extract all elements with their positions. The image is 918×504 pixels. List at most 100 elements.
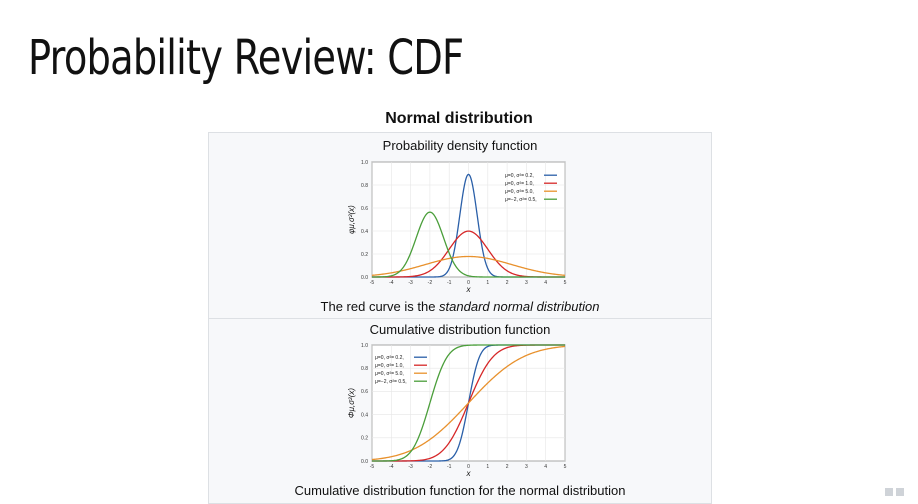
series-line-2 (371, 345, 566, 461)
cdf-chart: -5 -4 -3 -2 -1 0 1 2 3 4 5 0.0 0.2 0.4 0.6 0.8 1.0 x Φμ,σ²… (347, 343, 567, 478)
data-point (468, 256, 469, 257)
legend: μ=0, σ²= 0.2, μ=0, σ²= 1.0, μ=0, σ²= 5.0, μ… (505, 173, 557, 203)
x-tick-label: 1 (486, 280, 489, 286)
legend-label: μ=0, σ²= 1.0, (505, 181, 534, 187)
x-tick-label: 5 (564, 280, 567, 286)
x-tick-label: -3 (408, 280, 413, 286)
data-point (391, 460, 392, 461)
data-point (453, 251, 454, 252)
x-tick-label: 4 (544, 464, 547, 470)
data-point (429, 402, 430, 403)
data-point (449, 268, 450, 269)
x-tick-label: -2 (428, 464, 433, 470)
legend-label: μ=0, σ²= 1.0, (375, 363, 404, 369)
data-point (463, 191, 464, 192)
x-tick-label: 4 (544, 280, 547, 286)
data-point (487, 258, 488, 259)
data-point (410, 276, 411, 277)
legend-label: μ=0, σ²= 0.2, (375, 355, 404, 361)
data-point (468, 174, 469, 175)
pdf-caption-prefix: The red curve is the (320, 299, 440, 314)
data-point (449, 442, 450, 443)
legend-label: μ=−2, σ²= 0.5, (375, 379, 407, 385)
data-point (449, 422, 450, 423)
x-tick-label: 2 (506, 280, 509, 286)
data-point (468, 402, 469, 403)
data-point (410, 451, 411, 452)
data-point (410, 460, 411, 461)
data-point (487, 249, 488, 250)
data-point (487, 363, 488, 364)
cdf-panel: Cumulative distribution function -5 -4 -3-… (208, 318, 712, 504)
data-point (410, 268, 411, 269)
y-tick-label: 0.4 (361, 412, 368, 418)
y-tick-label: 1.0 (361, 160, 368, 166)
figure-heading: Normal distribution (385, 110, 533, 127)
series-line-2 (371, 255, 566, 276)
data-point (545, 272, 546, 273)
data-point (439, 226, 440, 227)
legend: μ=0, σ²= 0.2, μ=0, σ²= 1.0, μ=0, σ²= 5.0, μ… (375, 355, 427, 385)
x-tick-label: 0 (467, 280, 470, 286)
x-tick-label: -4 (389, 464, 394, 470)
x-axis-label: x (466, 285, 472, 294)
data-point (487, 382, 488, 383)
data-point (400, 267, 401, 268)
slide-nav-icon[interactable] (884, 486, 906, 498)
x-tick-label: -5 (370, 464, 375, 470)
y-tick-label: 0.8 (361, 183, 368, 189)
data-point (564, 346, 565, 347)
data-point (473, 191, 474, 192)
x-tick-label: -2 (428, 280, 433, 286)
y-axis-label: φμ,σ²(x) (347, 205, 356, 234)
x-tick-label: -5 (370, 280, 375, 286)
data-point (487, 268, 488, 269)
data-point (468, 275, 469, 276)
x-tick-label: -1 (447, 280, 452, 286)
legend-label: μ=0, σ²= 5.0, (375, 371, 404, 377)
x-tick-label: 3 (525, 464, 528, 470)
data-point (564, 275, 565, 276)
y-tick-label: 0.0 (361, 275, 368, 281)
y-tick-label: 0.2 (361, 436, 368, 442)
data-point (507, 263, 508, 264)
data-point (458, 224, 459, 225)
y-tick-label: 1.0 (361, 343, 368, 349)
data-point (507, 270, 508, 271)
data-point (429, 270, 430, 271)
data-point (439, 460, 440, 461)
data-point (449, 354, 450, 355)
y-tick-label: 0.0 (361, 459, 368, 465)
y-tick-label: 0.6 (361, 206, 368, 212)
x-axis-label: x (466, 469, 472, 478)
pdf-chart: -5 -4 -3 -2 -1 0 1 2 3 4 5 0.0 0.2 0.4 0.6 0.8 1.0 x φμ,σ²… (347, 160, 567, 294)
data-point (468, 231, 469, 232)
data-point (526, 268, 527, 269)
data-point (526, 355, 527, 356)
data-point (371, 275, 372, 276)
data-point (391, 272, 392, 273)
y-tick-label: 0.4 (361, 229, 368, 235)
data-point (391, 275, 392, 276)
data-point (487, 346, 488, 347)
slide-title: Probability Review: CDF (28, 30, 464, 86)
x-tick-label: -1 (447, 464, 452, 470)
data-point (420, 226, 421, 227)
pdf-panel-title: Probability density function (382, 138, 538, 153)
data-point (429, 263, 430, 264)
y-axis-label: Φμ,σ²(x) (347, 388, 356, 418)
x-tick-label: 2 (506, 464, 509, 470)
data-point (482, 251, 483, 252)
data-point (410, 253, 411, 254)
x-tick-label: 1 (486, 464, 489, 470)
x-tick-label: 5 (564, 464, 567, 470)
data-point (449, 258, 450, 259)
cdf-caption: Cumulative distribution function for the… (294, 483, 626, 498)
y-tick-label: 0.2 (361, 252, 368, 258)
data-point (507, 347, 508, 348)
legend-label: μ=0, σ²= 5.0, (505, 189, 534, 195)
data-point (478, 360, 479, 361)
pdf-caption-italic: standard normal distribution (439, 299, 600, 314)
cdf-panel-title: Cumulative distribution function (369, 322, 551, 337)
x-tick-label: 3 (525, 280, 528, 286)
